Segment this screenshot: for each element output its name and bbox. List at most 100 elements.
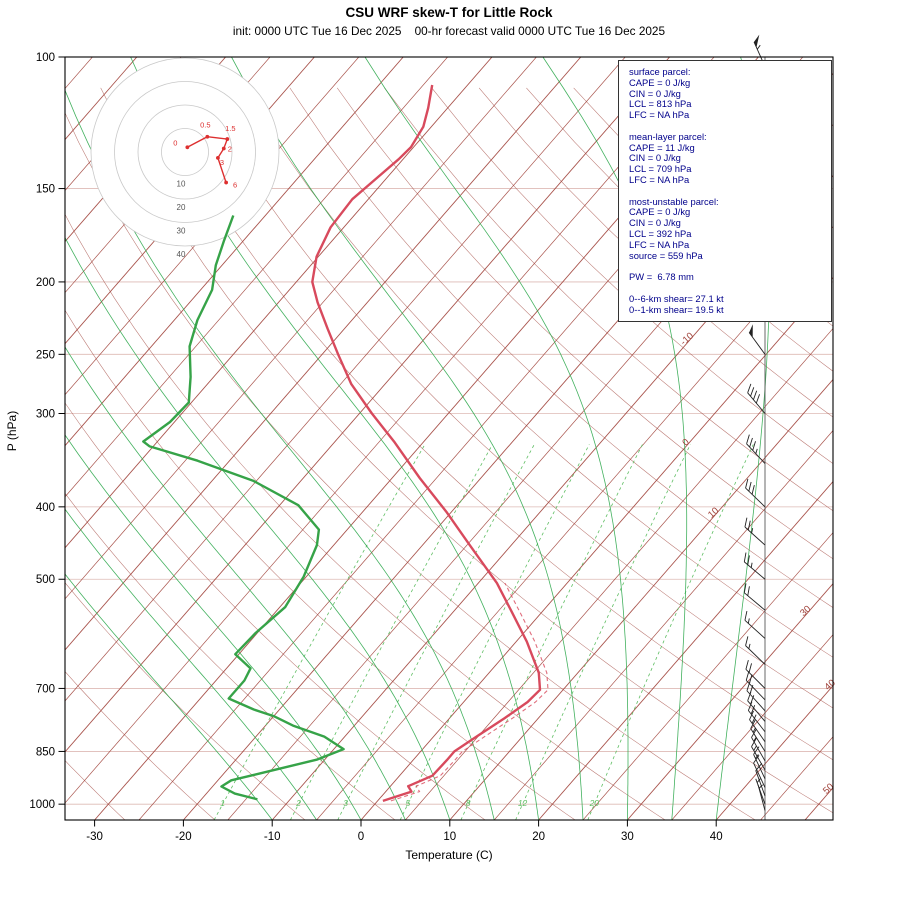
dry-adiabat	[336, 87, 833, 560]
dry-adiabat	[65, 402, 486, 820]
hodograph-ring-label: 10	[177, 180, 186, 189]
hodograph-trace	[186, 135, 229, 183]
line	[753, 762, 766, 788]
dry-adiabat	[195, 87, 833, 709]
mixing-ratio-line	[587, 444, 754, 820]
hodograph-height-label: 3	[220, 158, 224, 167]
isotherm-line	[715, 685, 833, 820]
line	[747, 520, 751, 531]
info-line: 0--1-km shear= 19.5 kt	[629, 303, 724, 315]
line	[744, 610, 748, 621]
mixing-ratio-line	[460, 444, 643, 820]
virtual-temperature-curve	[390, 582, 549, 802]
hodograph-ring	[137, 104, 233, 200]
temperature-curve	[311, 84, 542, 803]
y-tick-label: 700	[36, 683, 55, 695]
hodograph-point	[225, 137, 230, 141]
hodograph-height-label: 2	[228, 144, 232, 153]
info-line: surface parcel:	[629, 66, 691, 77]
wind-barb	[747, 383, 766, 414]
wind-barb	[745, 636, 766, 665]
info-line: LCL = 392 hPa	[629, 227, 692, 239]
dry-adiabat	[242, 87, 833, 658]
line	[749, 719, 766, 743]
barb-pennant	[754, 34, 760, 48]
x-tick-label: 40	[710, 831, 723, 843]
info-line: LFC = NA hPa	[629, 238, 690, 250]
wind-barb	[745, 660, 766, 689]
line	[750, 695, 755, 705]
chart-subtitle: init: 0000 UTC Tue 16 Dec 2025 00-hr for…	[232, 24, 666, 38]
x-tick-label: 10	[443, 831, 456, 843]
hodograph-ring	[90, 57, 280, 247]
info-spacer	[629, 186, 831, 197]
dry-adiabat	[65, 671, 216, 820]
mixing-ratio-label: 3	[343, 798, 348, 808]
info-line: CAPE = 0 J/kg	[629, 206, 691, 218]
axes: -30 -20 -10 0 10 20 30 401001502002503004005007…	[29, 52, 834, 843]
dry-adiabat	[65, 213, 666, 820]
isotherm-label: 0	[680, 437, 691, 449]
info-line: LFC = NA hPa	[629, 173, 690, 185]
line	[747, 383, 752, 393]
line	[743, 583, 747, 593]
isotherm-line	[360, 276, 833, 820]
wind-barb	[744, 610, 766, 639]
wind-barb	[745, 478, 766, 508]
wind-barb	[748, 324, 766, 355]
isotherm-line	[671, 634, 833, 820]
info-line: LFC = NA hPa	[629, 109, 690, 121]
line	[748, 710, 766, 733]
line	[748, 674, 753, 684]
moist-adiabat	[65, 573, 273, 820]
hodograph: 10 20 30 40 0 0.5 1.5 23 6	[90, 57, 280, 259]
dry-adiabat	[65, 112, 756, 820]
x-tick-label: 30	[621, 831, 634, 843]
isotherm-line	[493, 430, 833, 820]
wind-barb	[749, 710, 766, 743]
x-tick-label: -10	[264, 831, 281, 843]
isotherm-line	[65, 57, 670, 753]
y-tick-label: 850	[36, 746, 55, 758]
wind-barb	[751, 738, 766, 771]
dry-adiabat	[384, 87, 833, 512]
y-tick-label: 400	[36, 502, 55, 514]
line	[745, 636, 749, 646]
line	[748, 332, 766, 355]
mixing-ratio-line	[290, 444, 493, 820]
dry-adiabat	[65, 309, 576, 820]
line	[753, 746, 760, 755]
line	[755, 778, 766, 805]
moist-adiabat	[65, 346, 406, 820]
moist-adiabat	[65, 89, 495, 820]
isotherm-line	[65, 57, 715, 804]
isotherm-label: 40	[823, 678, 838, 693]
wind-barb	[743, 552, 766, 580]
isotherm-labels: -10 0 10 30 40 50	[678, 331, 837, 797]
line	[747, 618, 750, 624]
line	[751, 714, 757, 724]
isotherm-label: 30	[798, 604, 813, 619]
line	[747, 555, 750, 565]
line	[748, 481, 752, 492]
moist-adiabat	[65, 236, 451, 820]
isotherm-line	[65, 57, 448, 498]
wind-barb	[744, 517, 766, 546]
y-tick-label: 300	[36, 408, 55, 420]
info-line: CAPE = 0 J/kg	[629, 76, 691, 88]
x-tick-label: 0	[358, 831, 364, 843]
line	[749, 437, 753, 448]
line	[751, 738, 757, 747]
y-tick-label: 100	[36, 52, 55, 64]
dry-adiabat	[65, 492, 396, 820]
line	[753, 755, 760, 764]
isotherm-line	[65, 57, 404, 447]
mixing-ratio-line	[213, 444, 426, 820]
isotherm-line	[538, 480, 833, 820]
isotherm-line	[449, 378, 833, 820]
isotherm-line	[627, 582, 833, 820]
info-line: most-unstable parcel:	[629, 195, 719, 207]
line	[748, 663, 752, 673]
y-tick-label: 1000	[29, 799, 55, 811]
